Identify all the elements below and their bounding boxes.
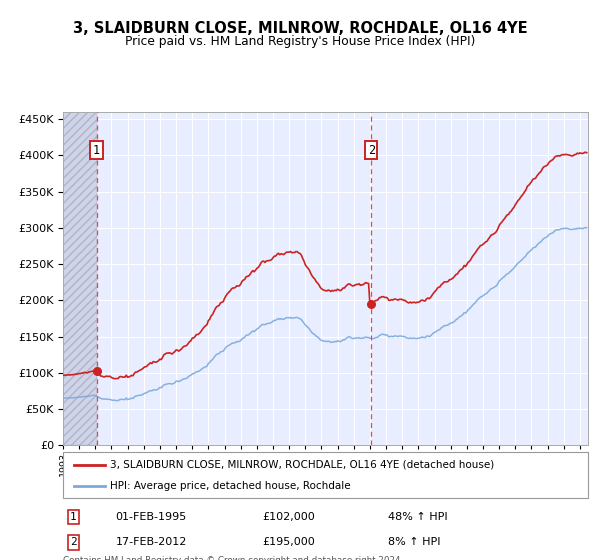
Text: £102,000: £102,000 [263, 512, 315, 522]
Text: 8% ↑ HPI: 8% ↑ HPI [389, 537, 441, 547]
Text: 3, SLAIDBURN CLOSE, MILNROW, ROCHDALE, OL16 4YE (detached house): 3, SLAIDBURN CLOSE, MILNROW, ROCHDALE, O… [110, 460, 494, 470]
Text: 17-FEB-2012: 17-FEB-2012 [115, 537, 187, 547]
FancyBboxPatch shape [63, 452, 588, 498]
Text: 3, SLAIDBURN CLOSE, MILNROW, ROCHDALE, OL16 4YE: 3, SLAIDBURN CLOSE, MILNROW, ROCHDALE, O… [73, 21, 527, 36]
Text: 48% ↑ HPI: 48% ↑ HPI [389, 512, 448, 522]
Text: £195,000: £195,000 [263, 537, 315, 547]
Text: 01-FEB-1995: 01-FEB-1995 [115, 512, 187, 522]
Text: Contains HM Land Registry data © Crown copyright and database right 2024.
This d: Contains HM Land Registry data © Crown c… [63, 556, 403, 560]
Text: 2: 2 [368, 144, 375, 157]
Text: HPI: Average price, detached house, Rochdale: HPI: Average price, detached house, Roch… [110, 481, 351, 491]
Text: 1: 1 [70, 512, 77, 522]
Text: 2: 2 [70, 537, 77, 547]
Text: 1: 1 [93, 144, 100, 157]
Text: Price paid vs. HM Land Registry's House Price Index (HPI): Price paid vs. HM Land Registry's House … [125, 35, 475, 48]
